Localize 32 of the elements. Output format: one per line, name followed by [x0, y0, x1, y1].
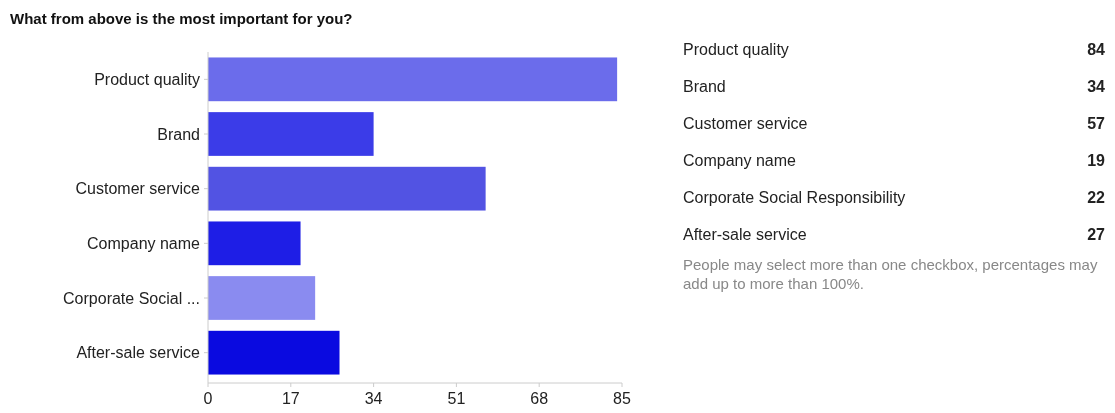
category-label: Corporate Social Responsibility: [683, 189, 906, 206]
x-tick-label: 85: [613, 390, 631, 407]
data-label: 19: [1087, 152, 1106, 169]
y-tick-label: Brand: [157, 125, 200, 143]
category-label: Customer service: [683, 115, 808, 132]
x-tick-label: 51: [447, 390, 466, 407]
data-label: 57: [1087, 115, 1106, 132]
y-tick-label: Customer service: [75, 180, 201, 198]
category-label: After-sale service: [683, 226, 807, 243]
bar: [208, 112, 374, 156]
x-tick-label: 17: [281, 390, 300, 407]
category-label: Company name: [683, 152, 797, 169]
x-tick-label: 0: [203, 390, 213, 407]
bar: [208, 330, 340, 375]
data-label: 22: [1087, 189, 1106, 206]
x-tick-label: 68: [530, 390, 549, 407]
category-label: Product quality: [683, 41, 789, 58]
x-tick-label: 34: [364, 390, 383, 407]
data-label: 27: [1087, 226, 1106, 243]
data-label: 84: [1087, 41, 1106, 58]
y-tick-label: Company name: [87, 234, 201, 252]
bar: [208, 276, 316, 320]
chart-title: What from above is the most important for you?: [10, 10, 353, 27]
y-tick-label: Product quality: [94, 70, 200, 88]
bar: [208, 166, 486, 211]
text: People may select more than one checkbox, percentages may add up to more than 100%.: [683, 256, 1098, 292]
bar: [208, 221, 301, 266]
y-tick-label: After-sale service: [76, 344, 201, 362]
bar: [208, 57, 618, 102]
category-label: Brand: [683, 78, 726, 95]
data-label: 34: [1087, 78, 1106, 95]
y-tick-label: Corporate Social ...: [63, 289, 200, 307]
